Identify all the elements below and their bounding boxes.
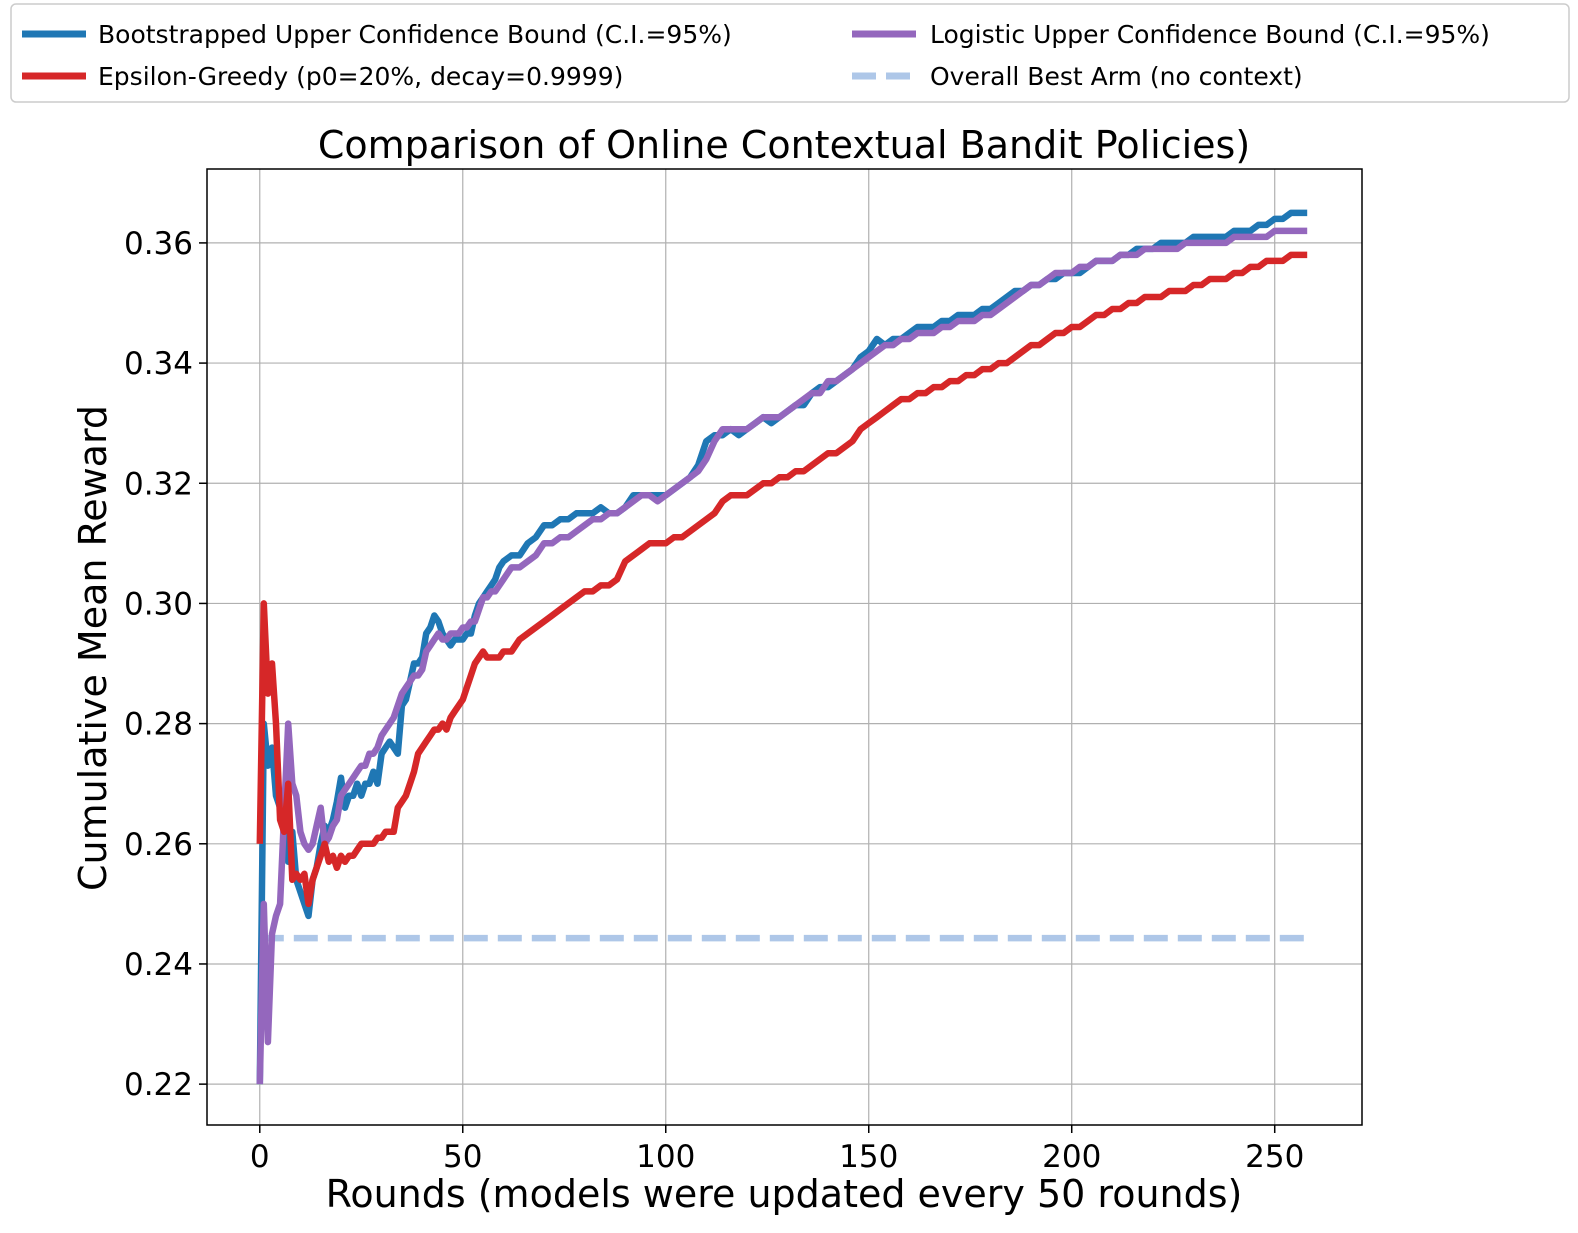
x-tick-label: 50 — [443, 1139, 482, 1175]
legend-label-bootstrapped-ucb: Bootstrapped Upper Confidence Bound (C.I… — [98, 20, 732, 49]
legend-label-overall-best-arm: Overall Best Arm (no context) — [930, 62, 1303, 91]
y-tick-label: 0.26 — [124, 827, 193, 863]
x-axis-ticks: 0 50 100 150 200 250 — [250, 1125, 1304, 1175]
legend: Bootstrapped Upper Confidence Bound (C.I… — [10, 3, 1570, 103]
x-tick-label: 250 — [1245, 1139, 1304, 1175]
y-tick-label: 0.24 — [124, 947, 193, 983]
x-tick-label: 100 — [636, 1139, 695, 1175]
y-tick-label: 0.36 — [124, 226, 193, 262]
y-tick-label: 0.30 — [124, 586, 193, 622]
y-axis-ticks: 0.22 0.24 0.26 0.28 0.30 0.32 0.34 0.36 — [124, 226, 207, 1103]
x-axis-label: Rounds (models were updated every 50 rou… — [326, 1172, 1243, 1216]
y-tick-label: 0.34 — [124, 346, 193, 382]
series-line-logistic-ucb — [256, 227, 1308, 1085]
x-tick-label: 200 — [1042, 1139, 1101, 1175]
y-axis-label: Cumulative Mean Reward — [71, 405, 115, 891]
legend-label-logistic-ucb: Logistic Upper Confidence Bound (C.I.=95… — [930, 20, 1490, 49]
legend-label-epsilon-greedy: Epsilon-Greedy (p0=20%, decay=0.9999) — [98, 62, 623, 91]
x-tick-label: 150 — [839, 1139, 898, 1175]
x-tick-label: 0 — [250, 1139, 270, 1175]
y-tick-label: 0.22 — [124, 1067, 193, 1103]
plot-area: 0 50 100 150 200 250 0.22 0.24 0.26 0.28 0.30 0.32… — [124, 168, 1363, 1175]
y-tick-label: 0.32 — [124, 466, 193, 502]
legend-frame — [10, 3, 1570, 103]
plot-frame — [206, 168, 1363, 1126]
series-layer — [256, 209, 1308, 1085]
y-tick-label: 0.28 — [124, 707, 193, 743]
grid-lines — [207, 169, 1362, 1125]
series-line-epsilon-greedy — [256, 251, 1308, 908]
chart-title: Comparison of Online Contextual Bandit P… — [318, 123, 1250, 167]
